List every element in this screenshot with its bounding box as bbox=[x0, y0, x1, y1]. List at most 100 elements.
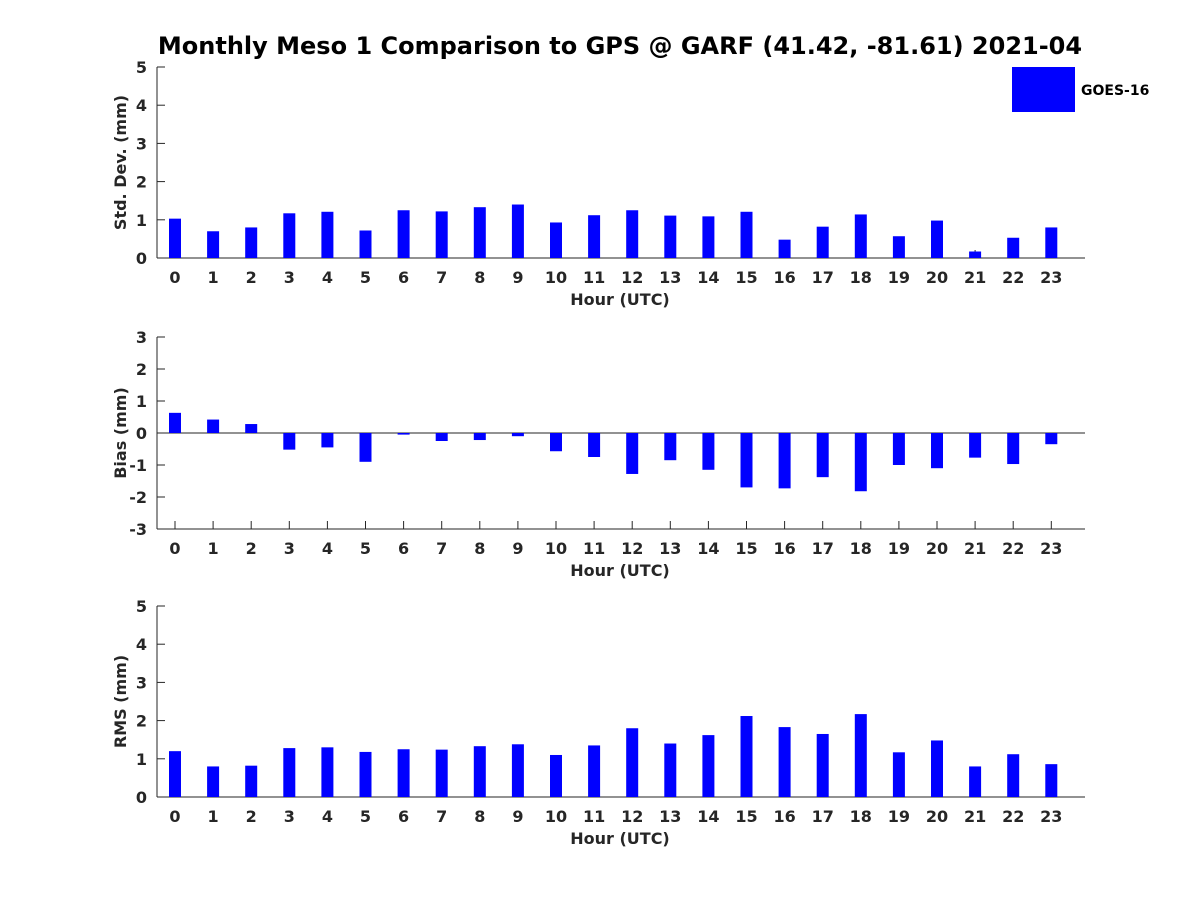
bar-hour-8 bbox=[473, 433, 486, 441]
x-tick-label: 14 bbox=[697, 807, 719, 826]
bar-hour-13 bbox=[664, 433, 677, 461]
bar-hour-23 bbox=[1045, 227, 1058, 258]
x-tick-label: 0 bbox=[169, 807, 180, 826]
x-tick-label: 17 bbox=[812, 268, 834, 287]
x-tick-label: 8 bbox=[474, 268, 485, 287]
x-tick-label: 6 bbox=[398, 539, 409, 558]
bar-hour-17 bbox=[816, 433, 829, 478]
bar-hour-5 bbox=[359, 433, 372, 462]
bar-hour-4 bbox=[321, 433, 334, 448]
bar-hour-4 bbox=[321, 211, 334, 258]
bar-hour-12 bbox=[626, 433, 639, 474]
y-axis-label: Bias (mm) bbox=[111, 387, 130, 479]
x-tick-label: 16 bbox=[773, 539, 795, 558]
bar-hour-22 bbox=[1007, 433, 1020, 465]
bar-hour-9 bbox=[511, 204, 524, 258]
bar-hour-1 bbox=[207, 231, 220, 258]
y-tick-label: 0 bbox=[136, 424, 147, 443]
bar-hour-9 bbox=[511, 744, 524, 797]
x-tick-label: 4 bbox=[322, 539, 333, 558]
x-tick-label: 20 bbox=[926, 539, 948, 558]
bar-hour-23 bbox=[1045, 433, 1058, 445]
y-tick-label: 3 bbox=[136, 673, 147, 692]
bar-hour-20 bbox=[931, 740, 943, 797]
y-tick-label: 5 bbox=[136, 58, 147, 77]
bar-hour-22 bbox=[1007, 754, 1020, 797]
bar-hour-10 bbox=[550, 754, 562, 797]
x-tick-label: 0 bbox=[169, 539, 180, 558]
y-tick-label: 0 bbox=[136, 788, 147, 807]
bar-hour-5 bbox=[359, 230, 372, 258]
x-tick-label: 7 bbox=[436, 539, 447, 558]
bar-hour-7 bbox=[435, 211, 448, 258]
x-tick-label: 7 bbox=[436, 268, 447, 287]
bar-hour-10 bbox=[550, 222, 562, 258]
x-tick-label: 21 bbox=[964, 539, 986, 558]
x-tick-label: 22 bbox=[1002, 268, 1024, 287]
bar-hour-7 bbox=[435, 749, 448, 797]
bar-hour-11 bbox=[588, 745, 601, 797]
bar-hour-18 bbox=[854, 214, 867, 258]
legend-label: GOES-16 bbox=[1081, 83, 1149, 99]
bar-hour-19 bbox=[892, 752, 905, 797]
x-tick-label: 6 bbox=[398, 268, 409, 287]
x-tick-label: 1 bbox=[208, 268, 219, 287]
bar-hour-6 bbox=[397, 433, 410, 435]
bar-hour-11 bbox=[588, 215, 601, 258]
y-tick-label: 1 bbox=[136, 392, 147, 411]
x-tick-label: 11 bbox=[583, 807, 605, 826]
x-tick-label: 1 bbox=[208, 807, 219, 826]
x-tick-label: 1 bbox=[208, 539, 219, 558]
bar-hour-12 bbox=[626, 728, 639, 797]
bar-hour-20 bbox=[931, 220, 943, 258]
x-tick-label: 8 bbox=[474, 539, 485, 558]
x-tick-label: 3 bbox=[284, 539, 295, 558]
bar-hour-12 bbox=[626, 210, 639, 258]
bar-hour-2 bbox=[245, 765, 258, 797]
bar-hour-21 bbox=[969, 766, 982, 797]
y-axis-label: Std. Dev. (mm) bbox=[111, 95, 130, 230]
bar-hour-13 bbox=[664, 215, 677, 258]
x-tick-label: 20 bbox=[926, 807, 948, 826]
x-tick-label: 5 bbox=[360, 807, 371, 826]
y-tick-label: 2 bbox=[136, 712, 147, 731]
bar-hour-19 bbox=[892, 236, 905, 258]
bar-hour-14 bbox=[702, 433, 715, 470]
bar-hour-17 bbox=[816, 733, 829, 797]
x-tick-label: 21 bbox=[964, 807, 986, 826]
y-tick-label: 2 bbox=[136, 173, 147, 192]
y-tick-label: -1 bbox=[129, 456, 147, 475]
bar-hour-2 bbox=[245, 424, 258, 433]
x-tick-label: 19 bbox=[888, 268, 910, 287]
bar-hour-23 bbox=[1045, 764, 1058, 797]
x-tick-label: 9 bbox=[512, 539, 523, 558]
x-tick-label: 13 bbox=[659, 539, 681, 558]
x-tick-label: 22 bbox=[1002, 539, 1024, 558]
x-tick-label: 13 bbox=[659, 268, 681, 287]
x-tick-label: 5 bbox=[360, 268, 371, 287]
bar-hour-5 bbox=[359, 751, 372, 797]
bar-hour-10 bbox=[550, 433, 562, 452]
x-tick-label: 22 bbox=[1002, 807, 1024, 826]
bar-hour-15 bbox=[740, 433, 753, 488]
x-tick-label: 2 bbox=[246, 268, 257, 287]
x-tick-label: 8 bbox=[474, 807, 485, 826]
bar-hour-1 bbox=[207, 766, 220, 797]
y-tick-label: 5 bbox=[136, 597, 147, 616]
x-tick-label: 16 bbox=[773, 268, 795, 287]
x-tick-label: 14 bbox=[697, 539, 719, 558]
y-tick-label: 3 bbox=[136, 134, 147, 153]
y-tick-label: 1 bbox=[136, 211, 147, 230]
bar-hour-19 bbox=[892, 433, 905, 465]
y-tick-label: 3 bbox=[136, 328, 147, 347]
x-tick-label: 14 bbox=[697, 268, 719, 287]
bar-hour-8 bbox=[473, 207, 486, 258]
bar-hour-14 bbox=[702, 735, 715, 797]
bar-hour-2 bbox=[245, 227, 258, 258]
x-tick-label: 3 bbox=[284, 807, 295, 826]
x-tick-label: 19 bbox=[888, 539, 910, 558]
